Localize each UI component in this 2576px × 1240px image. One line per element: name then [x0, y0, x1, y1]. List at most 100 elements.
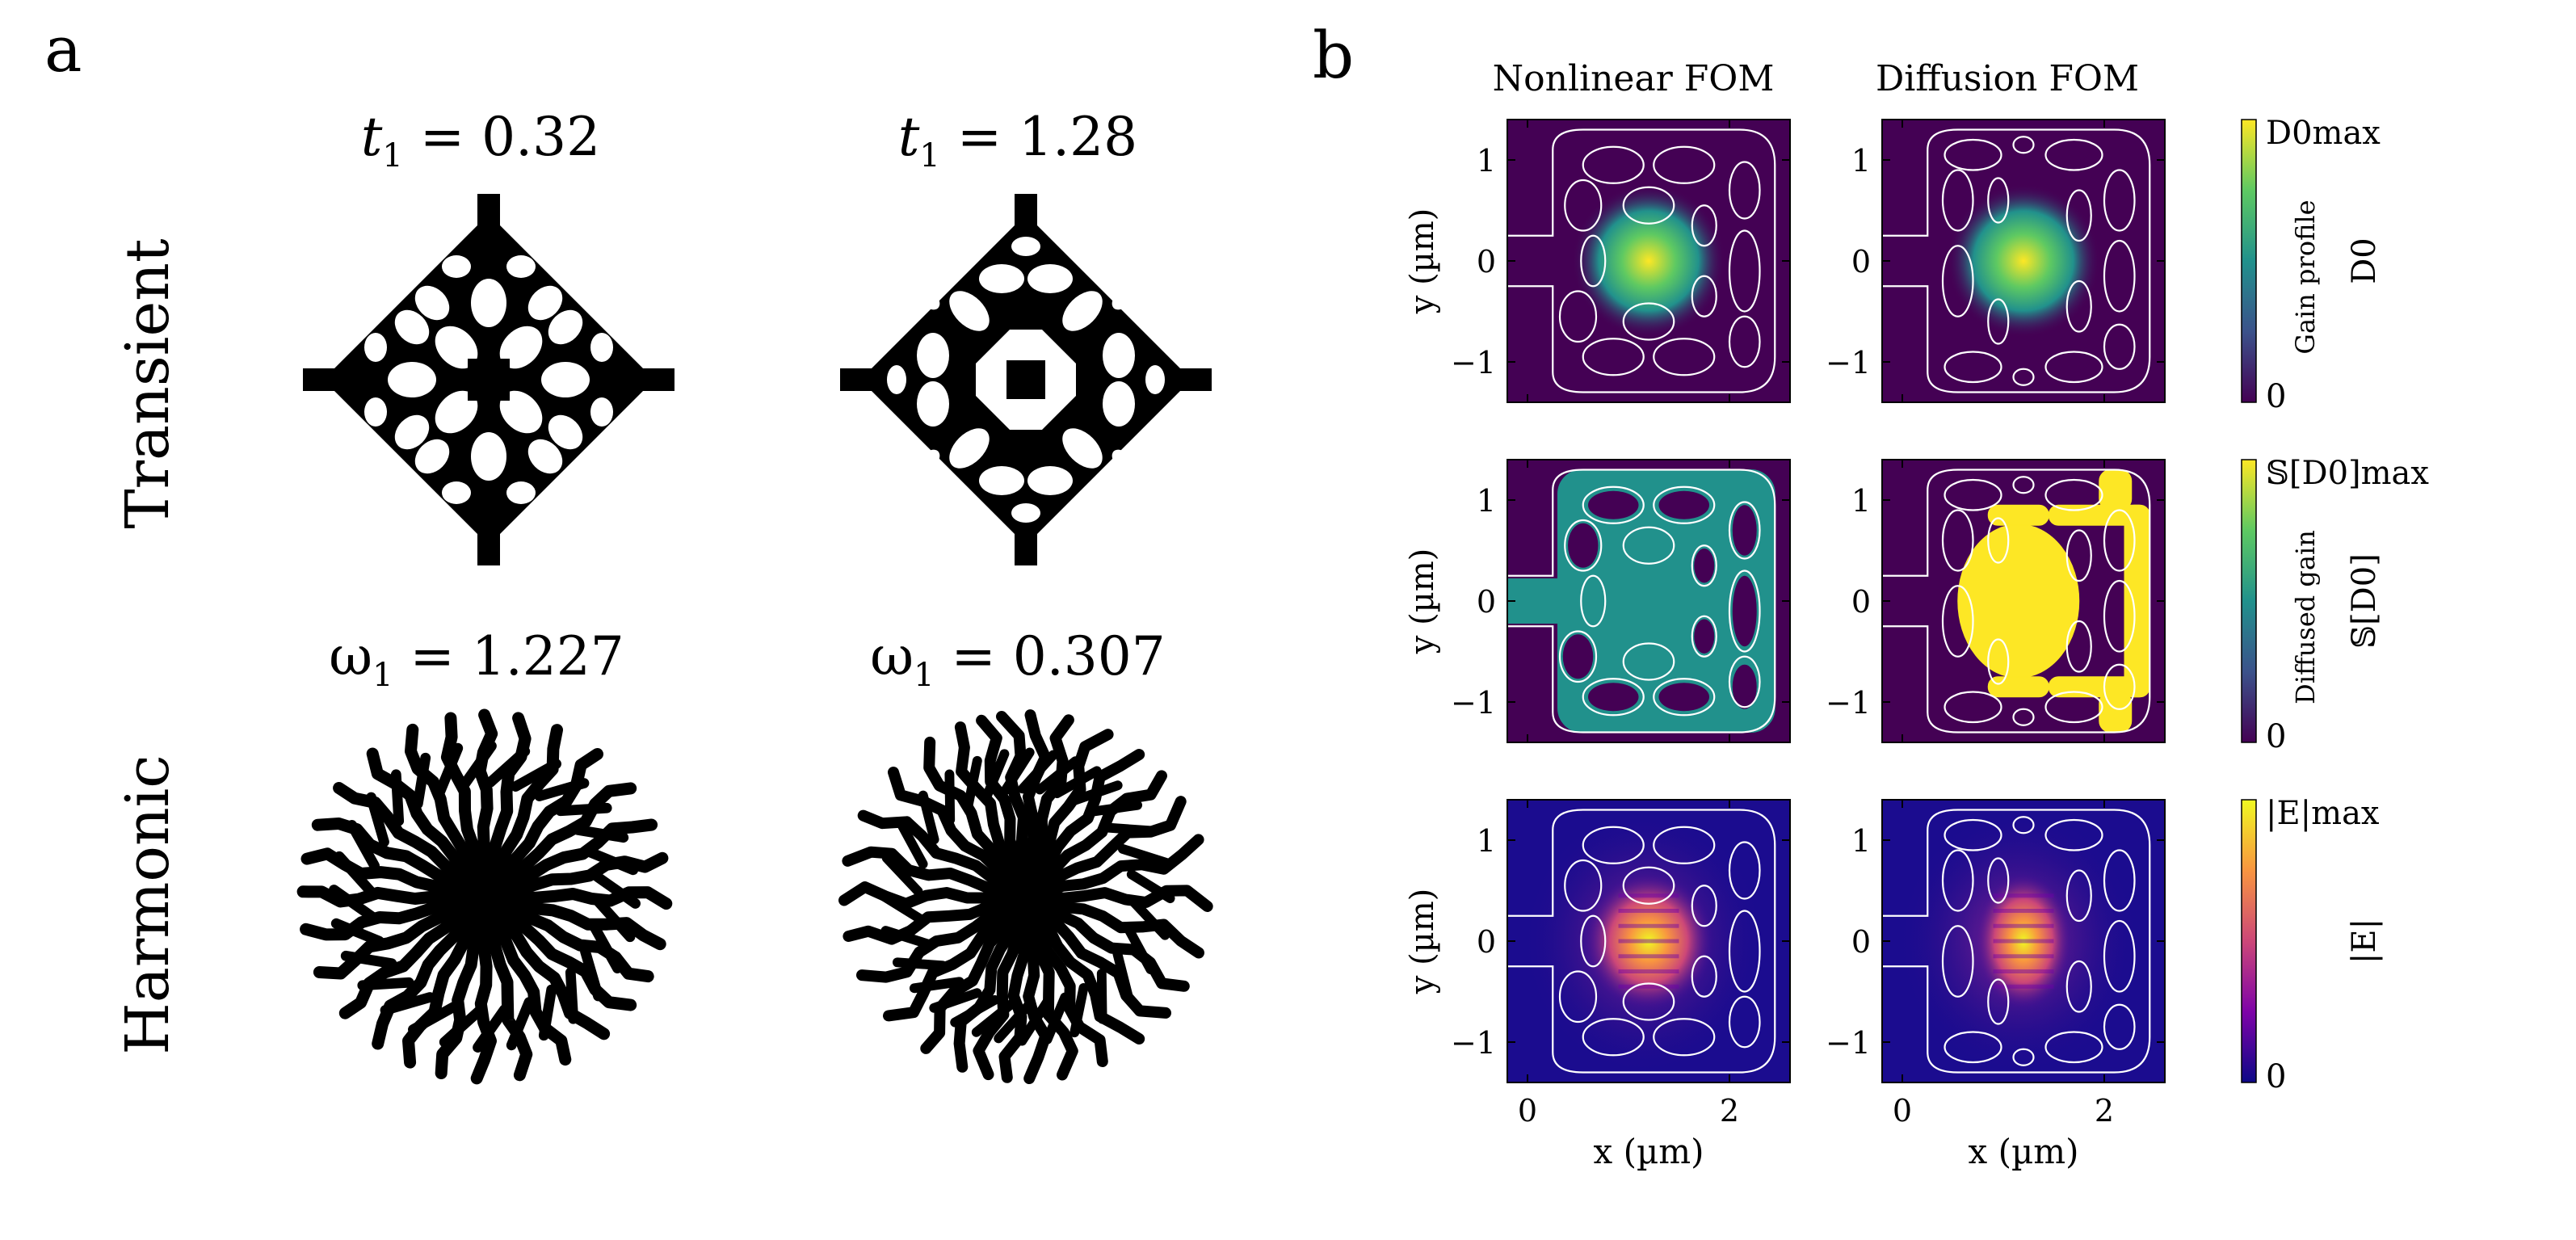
contour-line	[1882, 128, 2151, 393]
contour-line	[1582, 338, 1645, 376]
contour-line	[1558, 290, 1598, 343]
harmonic-arm	[473, 708, 498, 871]
x-tick-label: 2	[2095, 1093, 2114, 1129]
harmonic-arm	[888, 767, 1019, 891]
harmonic-arm	[507, 818, 658, 889]
colorbar-gradient	[2241, 799, 2257, 1083]
heatmap-r1-c1: 1 0 −1 y (µm)	[1404, 119, 1791, 403]
y-tick-label: −1	[1451, 345, 1496, 380]
contour-line	[1582, 145, 1645, 184]
harmonic-arm	[1027, 729, 1114, 886]
contour-line	[1728, 570, 1761, 653]
diffused-region	[1957, 469, 2150, 733]
harmonic-arm	[498, 748, 603, 878]
contour-line	[1728, 161, 1761, 220]
harmonic-branch	[592, 872, 641, 909]
harmonic-arm	[920, 906, 1022, 1054]
harmonic-arm	[300, 897, 460, 941]
harmonic-arm	[923, 736, 1022, 888]
contour-line	[1653, 338, 1716, 376]
harmonic-arm	[503, 782, 637, 883]
contour-line	[2103, 169, 2136, 232]
contour-line	[1987, 638, 2010, 685]
colorbar-symbol: D0	[2346, 237, 2383, 284]
colorbar-max-label: |E|max	[2266, 795, 2380, 832]
title-harmonic-1: ω1 = 1.227	[329, 625, 624, 694]
harmonic-arm	[1030, 906, 1145, 1045]
colorbar-max-label: 𝕊[D0]max	[2266, 455, 2429, 492]
y-tick-label: −1	[1826, 685, 1871, 721]
harmonic-arm	[883, 902, 1019, 1022]
y-tick-label: 1	[1477, 143, 1496, 179]
contour-line	[1944, 138, 2002, 171]
column-title-nonlinear: Nonlinear FOM	[1493, 58, 1775, 99]
contour-line	[1728, 501, 1761, 560]
harmonic-arm	[313, 904, 462, 980]
contour-line	[1622, 526, 1675, 565]
field-hotspot	[1584, 872, 1713, 1010]
harmonic-arm	[976, 714, 1027, 885]
contour-line	[2065, 280, 2092, 333]
contour-line	[1507, 809, 1776, 1074]
harmonic-branch	[944, 769, 956, 825]
heatmap-r3-c2: 1 0 −1 0 2 x (µm)	[1826, 799, 2166, 1171]
colorbar-zero-label: 0	[2266, 1058, 2286, 1095]
contour-line	[1582, 1018, 1645, 1057]
harmonic-arm	[1024, 908, 1078, 1081]
field-hotspot	[1975, 872, 2072, 1010]
harmonic-arm	[510, 897, 666, 951]
contour-line	[1582, 678, 1645, 717]
contour-line	[1691, 275, 1717, 317]
contour-line	[1580, 914, 1607, 968]
y-tick-label: 1	[1477, 823, 1496, 859]
harmonic-branch	[1117, 843, 1171, 868]
harmonic-arm	[856, 899, 1016, 983]
harmonic-arm	[998, 908, 1031, 1083]
contour-line	[2044, 351, 2103, 384]
title-transient-2: t1 = 1.28	[898, 106, 1137, 174]
contour-line	[1507, 128, 1776, 393]
y-tick-label: −1	[1451, 1025, 1496, 1061]
contour-line	[1582, 485, 1645, 524]
harmonic-arm	[366, 747, 471, 878]
harmonic-structure-1	[296, 708, 673, 1085]
contour-line	[1944, 1031, 2002, 1064]
contour-line	[1987, 517, 2010, 564]
y-tick-label: −1	[1826, 345, 1871, 380]
harmonic-arm	[402, 919, 477, 1069]
harmonic-arm	[1027, 907, 1108, 1067]
contour-line	[1987, 177, 2010, 224]
contour-line	[1941, 245, 1974, 317]
harmonic-arm	[485, 712, 532, 872]
colorbar-zero-label: 0	[2266, 718, 2286, 755]
contour-line	[1728, 655, 1761, 708]
contour-line	[1622, 866, 1675, 905]
y-tick-label: 0	[1477, 244, 1496, 280]
contour-line	[1941, 849, 1974, 912]
colorbar-symbol: 𝕊[D0]	[2346, 553, 2383, 649]
contour-line	[1728, 995, 1761, 1049]
harmonic-arm	[405, 723, 477, 874]
contour-line	[2103, 323, 2136, 370]
contour-line	[1653, 485, 1716, 524]
harmonic-branch	[412, 752, 431, 809]
contour-line	[2012, 476, 2035, 494]
contour-line	[2065, 960, 2092, 1013]
panel-a-label: a	[44, 14, 82, 86]
contour-line	[1944, 478, 2002, 511]
contour-line	[1987, 857, 2010, 904]
contour-line	[1944, 818, 2002, 851]
contour-line	[2103, 509, 2136, 572]
contour-line	[1558, 630, 1598, 683]
harmonic-branch	[555, 802, 612, 817]
contour-line	[2103, 849, 2136, 912]
y-tick-label: 0	[1851, 584, 1871, 620]
harmonic-arm	[843, 895, 1015, 945]
harmonic-arm	[953, 907, 1024, 1073]
contour-line	[1691, 544, 1717, 587]
colorbar-name: Diffused gain	[2290, 530, 2321, 704]
contour-line	[1622, 302, 1675, 341]
harmonic-arm	[838, 881, 1014, 910]
